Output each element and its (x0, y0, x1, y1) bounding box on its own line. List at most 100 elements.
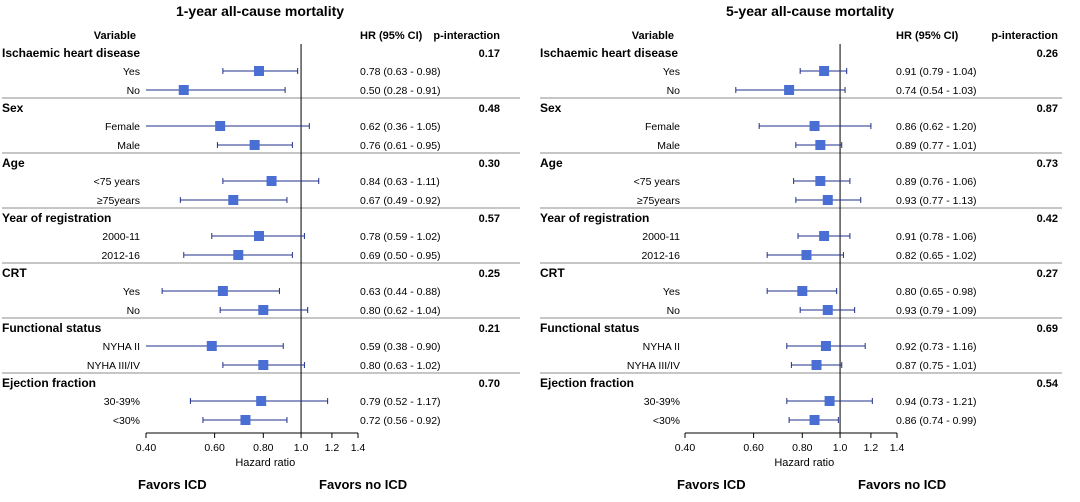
hr-ci-value: 0.84 (0.63 - 1.11) (360, 176, 440, 188)
x-axis-label: Hazard ratio (774, 457, 834, 469)
group-label: Functional status (2, 321, 102, 335)
favors-no-icd-label: Favors no ICD (858, 477, 946, 492)
hr-marker (811, 360, 822, 370)
p-interaction-value: 0.57 (479, 213, 500, 225)
hr-ci-value: 0.93 (0.79 - 1.09) (896, 305, 977, 317)
hr-marker (258, 360, 269, 370)
p-interaction-header: p-interaction (433, 30, 500, 42)
subgroup-label: No (127, 85, 141, 97)
x-tick-label: 0.60 (204, 442, 225, 454)
x-tick-label: 0.80 (792, 442, 813, 454)
subgroup-label: 30-39% (104, 396, 140, 408)
group-label: Sex (2, 101, 24, 115)
hr-marker (797, 286, 808, 296)
hr-ci-value: 0.91 (0.79 - 1.04) (896, 66, 977, 78)
p-interaction-value: 0.25 (479, 268, 500, 280)
group-label: Ejection fraction (540, 376, 634, 390)
hr-ci-value: 0.91 (0.78 - 1.06) (896, 231, 977, 243)
hr-ci-value: 0.78 (0.63 - 0.98) (360, 66, 441, 78)
hr-ci-value: 0.67 (0.49 - 0.92) (360, 195, 441, 207)
p-interaction-value: 0.73 (1037, 158, 1058, 170)
x-tick-label: 1.2 (864, 442, 879, 454)
hr-ci-value: 0.94 (0.73 - 1.21) (896, 396, 977, 408)
p-interaction-value: 0.21 (479, 323, 500, 335)
hr-marker (206, 341, 217, 351)
favors-icd-label: Favors ICD (677, 477, 746, 492)
subgroup-label: Yes (663, 286, 680, 298)
x-tick-label: 1.0 (294, 442, 309, 454)
group-label: CRT (540, 266, 565, 280)
hr-marker (822, 195, 833, 205)
hr-ci-value: 0.69 (0.50 - 0.95) (360, 250, 441, 262)
hr-marker (815, 176, 826, 186)
hr-ci-value: 0.80 (0.62 - 1.04) (360, 305, 441, 317)
subgroup-label: NYHA II (103, 341, 140, 353)
p-interaction-value: 0.27 (1037, 268, 1058, 280)
hr-marker (217, 286, 228, 296)
x-axis-label: Hazard ratio (235, 457, 295, 469)
hr-marker (819, 66, 830, 76)
subgroup-label: <75 years (94, 176, 140, 188)
x-tick-label: 0.40 (136, 442, 157, 454)
x-tick-label: 1.4 (890, 442, 905, 454)
hr-ci-value: 0.72 (0.56 - 0.92) (360, 415, 441, 427)
group-label: Ischaemic heart disease (540, 46, 678, 60)
p-interaction-value: 0.87 (1037, 103, 1058, 115)
hr-ci-value: 0.62 (0.36 - 1.05) (360, 121, 441, 133)
p-interaction-value: 0.48 (479, 103, 500, 115)
subgroup-label: ≥75years (97, 195, 140, 207)
hr-ci-value: 0.74 (0.54 - 1.03) (896, 85, 977, 97)
subgroup-label: NYHA II (643, 341, 680, 353)
hr-ci-value: 0.79 (0.52 - 1.17) (360, 396, 441, 408)
group-label: Year of registration (2, 211, 111, 225)
subgroup-label: 2000-11 (102, 231, 140, 243)
group-label: Age (2, 156, 25, 170)
subgroup-label: Female (645, 121, 680, 133)
hr-marker (254, 66, 265, 76)
hr-marker (240, 415, 251, 425)
hr-marker (819, 231, 830, 241)
hr-header: HR (95% CI) (360, 30, 423, 42)
hr-ci-value: 0.80 (0.63 - 1.02) (360, 360, 441, 372)
hr-ci-value: 0.76 (0.61 - 0.95) (360, 140, 441, 152)
hr-ci-value: 0.89 (0.77 - 1.01) (896, 140, 977, 152)
favors-icd-label: Favors ICD (138, 477, 207, 492)
hr-ci-value: 0.63 (0.44 - 0.88) (360, 286, 441, 298)
hr-ci-value: 0.50 (0.28 - 0.91) (360, 85, 441, 97)
subgroup-label: <30% (113, 415, 140, 427)
group-label: CRT (2, 266, 27, 280)
p-interaction-value: 0.70 (479, 378, 500, 390)
hr-marker (809, 121, 820, 131)
hr-ci-value: 0.78 (0.59 - 1.02) (360, 231, 441, 243)
subgroup-label: Female (105, 121, 140, 133)
hr-marker (256, 396, 267, 406)
hr-ci-value: 0.59 (0.38 - 0.90) (360, 341, 441, 353)
hr-marker (215, 121, 226, 131)
subgroup-label: No (667, 85, 681, 97)
subgroup-label: Yes (123, 66, 140, 78)
hr-marker (820, 341, 831, 351)
hr-marker (254, 231, 265, 241)
group-label: Sex (540, 101, 562, 115)
group-label: Age (540, 156, 563, 170)
subgroup-label: Male (117, 140, 140, 152)
p-interaction-value: 0.17 (479, 48, 500, 60)
hr-marker (266, 176, 277, 186)
subgroup-label: 2012-16 (101, 250, 140, 262)
group-label: Ejection fraction (2, 376, 96, 390)
subgroup-label: <30% (653, 415, 680, 427)
x-tick-label: 0.80 (253, 442, 274, 454)
hr-marker (824, 396, 835, 406)
variable-header: Variable (94, 30, 136, 42)
p-interaction-value: 0.26 (1037, 48, 1058, 60)
variable-header: Variable (632, 30, 674, 42)
hr-marker (801, 250, 812, 260)
group-label: Functional status (540, 321, 640, 335)
subgroup-label: 30-39% (644, 396, 680, 408)
hr-ci-value: 0.82 (0.65 - 1.02) (896, 250, 977, 262)
hr-marker (822, 305, 833, 315)
subgroup-label: No (127, 305, 141, 317)
hr-ci-value: 0.89 (0.76 - 1.06) (896, 176, 977, 188)
group-label: Year of registration (540, 211, 649, 225)
subgroup-label: No (667, 305, 681, 317)
